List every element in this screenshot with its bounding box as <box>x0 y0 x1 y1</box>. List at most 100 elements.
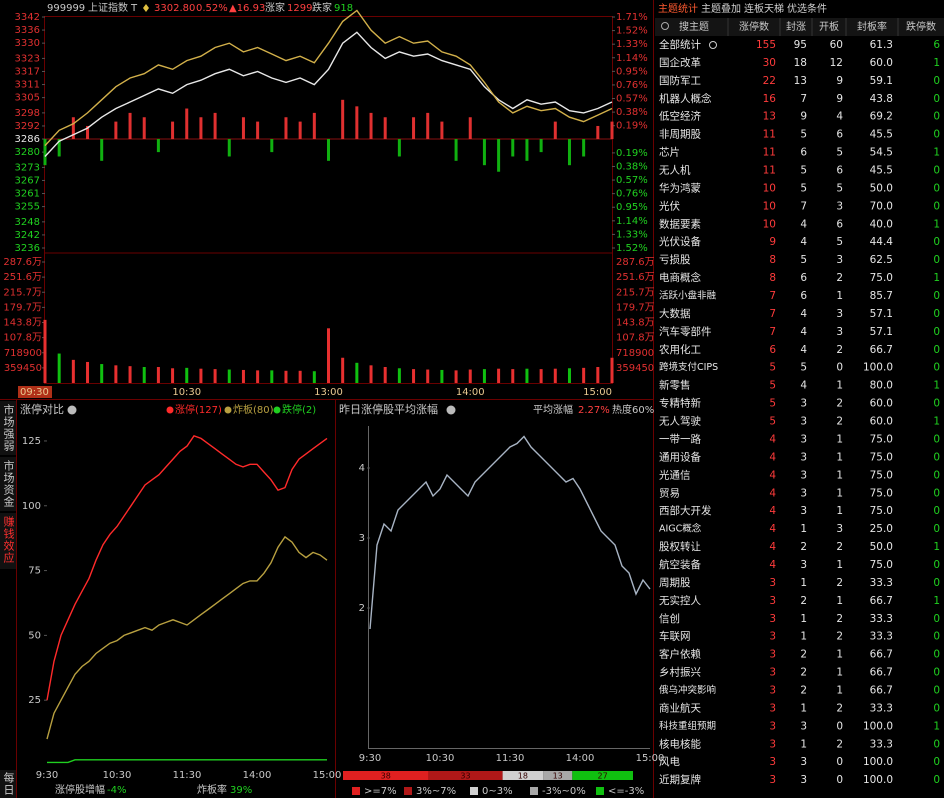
theme-name[interactable]: 商业航天 <box>659 701 701 714</box>
y2-tick-label: 1.14% <box>616 53 648 64</box>
theme-name[interactable]: 乡村振兴 <box>659 666 701 679</box>
theme-cell: 2 <box>836 702 843 714</box>
theme-name[interactable]: 跨境支付CIPS <box>659 361 718 373</box>
theme-name[interactable]: 核电核能 <box>659 737 701 750</box>
info-icon[interactable] <box>67 405 77 415</box>
volume-bar <box>327 328 330 383</box>
theme-name[interactable]: 一带一路 <box>659 432 701 445</box>
side-tab-label[interactable]: 每日 <box>2 771 15 796</box>
theme-name[interactable]: 股权转让 <box>659 540 701 553</box>
theme-cell: 4 <box>769 505 776 517</box>
theme-cell: 155 <box>756 39 776 51</box>
column-header[interactable]: 封涨 <box>786 20 806 33</box>
theme-name[interactable]: 电商概念 <box>659 271 701 284</box>
side-tab[interactable] <box>0 401 16 455</box>
theme-name[interactable]: 新零售 <box>659 379 691 392</box>
theme-name[interactable]: 近期复牌 <box>659 773 701 786</box>
theme-name[interactable]: 俄乌冲突影响 <box>659 684 716 696</box>
x-tick-label: 10:30 <box>103 770 132 781</box>
theme-name[interactable]: 低空经济 <box>659 110 701 123</box>
breadth-bar <box>43 139 47 166</box>
theme-name[interactable]: 机器人概念 <box>659 92 712 105</box>
theme-cell: 9 <box>836 75 843 87</box>
theme-cell: 4 <box>836 111 843 123</box>
theme-cell: 1 <box>836 505 843 517</box>
side-tab[interactable] <box>0 457 16 511</box>
breadth-bar <box>582 139 586 157</box>
column-header[interactable]: 涨停数 <box>739 20 769 33</box>
side-tab[interactable] <box>0 513 16 569</box>
theme-cell: 6 <box>836 218 843 230</box>
info-icon[interactable] <box>446 405 456 415</box>
side-tab-label[interactable]: 市场资金 <box>2 459 15 508</box>
theme-cell: 3 <box>769 577 776 589</box>
theme-name[interactable]: 无人机 <box>659 164 691 177</box>
theme-cell: 11 <box>763 165 776 177</box>
column-header[interactable]: 封板率 <box>857 20 887 33</box>
table-tab[interactable]: 连板天梯 <box>744 2 784 15</box>
theme-name[interactable]: 西部大开发 <box>659 504 712 517</box>
theme-name[interactable]: 非周期股 <box>659 129 701 141</box>
theme-cell: 100.0 <box>863 774 893 786</box>
theme-name[interactable]: 无实控人 <box>659 594 701 607</box>
x-tick-label: 9:30 <box>359 753 381 764</box>
breadth-bar <box>327 139 330 161</box>
theme-cell: 0 <box>933 702 940 714</box>
theme-name[interactable]: 数据要素 <box>659 217 701 230</box>
column-header[interactable]: 开板 <box>819 20 839 33</box>
theme-name[interactable]: AIGC概念 <box>659 523 702 535</box>
volume-bar <box>383 367 387 383</box>
theme-cell: 4 <box>769 523 776 535</box>
volume-bar <box>610 357 614 383</box>
volume-bar <box>426 369 430 383</box>
table-tab[interactable]: 主题统计 <box>658 2 698 15</box>
theme-name[interactable]: 光通信 <box>659 468 691 481</box>
theme-name[interactable]: 光伏 <box>659 199 680 212</box>
theme-name[interactable]: 周期股 <box>659 577 691 589</box>
theme-cell: 4 <box>800 326 807 338</box>
theme-cell: 3 <box>769 738 776 750</box>
theme-name[interactable]: 汽车零部件 <box>659 325 712 338</box>
theme-name[interactable]: 风电 <box>659 755 680 768</box>
theme-name[interactable]: 亏损股 <box>659 253 691 266</box>
theme-name[interactable]: 大数据 <box>659 307 691 320</box>
y2-tick-label: 0.19% <box>616 148 648 159</box>
search-icon[interactable] <box>661 22 669 30</box>
theme-cell: 1 <box>836 667 843 679</box>
theme-cell: 2 <box>836 577 843 589</box>
theme-cell: 0 <box>933 738 940 750</box>
table-tab[interactable]: 优选条件 <box>787 2 827 15</box>
theme-name[interactable]: 科技重组预期 <box>659 720 716 732</box>
theme-name[interactable]: 贸易 <box>659 487 680 499</box>
down-label: 跌家 <box>312 1 332 14</box>
side-tab[interactable] <box>0 770 16 798</box>
theme-name[interactable]: 车联网 <box>659 630 691 643</box>
side-tab-label[interactable]: 赚钱效应 <box>2 515 15 564</box>
volume-bar <box>539 369 543 383</box>
theme-name[interactable]: 通用设备 <box>659 450 701 463</box>
theme-name[interactable]: 农用化工 <box>659 343 701 356</box>
side-tab-label[interactable]: 市场强弱 <box>2 403 15 452</box>
theme-cell: 2 <box>800 667 807 679</box>
theme-name[interactable]: 光伏设备 <box>659 235 701 248</box>
table-tab[interactable]: 主题叠加 <box>701 3 741 15</box>
theme-name[interactable]: 国防军工 <box>659 74 701 87</box>
theme-cell: 0 <box>933 93 940 105</box>
theme-name[interactable]: 无人驾驶 <box>659 415 701 428</box>
theme-name[interactable]: 华为鸿蒙 <box>659 181 701 194</box>
theme-name[interactable]: 全部统计 <box>659 38 701 51</box>
theme-name[interactable]: 芯片 <box>659 146 680 159</box>
theme-name[interactable]: 信创 <box>659 612 680 625</box>
theme-name[interactable]: 客户依赖 <box>659 648 701 661</box>
theme-name[interactable]: 航空装备 <box>659 558 701 571</box>
theme-name[interactable]: 专精特新 <box>659 397 701 410</box>
theme-name[interactable]: 活跃小盘非融 <box>659 290 717 302</box>
column-header[interactable]: 搜主题 <box>679 20 709 33</box>
time-highlight <box>18 386 52 398</box>
theme-cell: 6 <box>800 290 807 302</box>
column-header[interactable]: 跌停数 <box>906 20 936 33</box>
theme-name[interactable]: 国企改革 <box>659 56 701 69</box>
breadth-bar <box>355 106 359 140</box>
breadth-bar <box>497 139 501 172</box>
y2-tick-label: 0.95% <box>616 202 648 213</box>
